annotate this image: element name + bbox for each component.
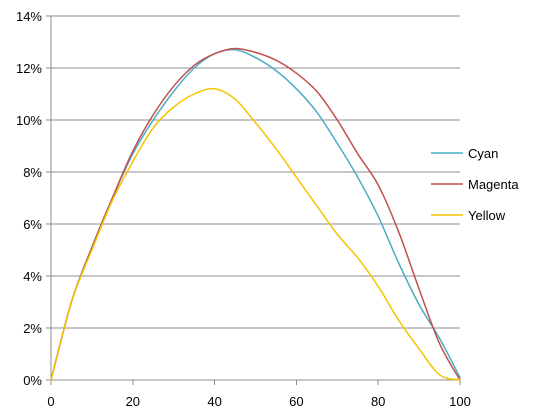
x-tick-label-60: 60	[289, 394, 303, 409]
y-tick-label-14: 14%	[16, 9, 42, 24]
y-tick-label-0: 0%	[23, 373, 42, 388]
x-tick-label-40: 40	[207, 394, 221, 409]
series-line-magenta	[50, 47, 461, 381]
y-tick-label-12: 12%	[16, 61, 42, 76]
legend-item-magenta: Magenta	[431, 177, 519, 192]
y-tick-label-10: 10%	[16, 113, 42, 128]
series-lines	[50, 47, 461, 381]
legend-label-cyan: Cyan	[468, 146, 498, 161]
tick-labels: 0% 2% 4% 6% 8% 10% 12% 14% 0 20 40 60 80 100	[16, 9, 471, 409]
y-tick-label-8: 8%	[23, 165, 42, 180]
x-tick-label-100: 100	[449, 394, 471, 409]
x-tick-label-80: 80	[371, 394, 385, 409]
series-line-cyan	[50, 48, 461, 381]
y-tick-label-6: 6%	[23, 217, 42, 232]
legend-label-yellow: Yellow	[468, 208, 506, 223]
y-tick-label-2: 2%	[23, 321, 42, 336]
series-line-yellow	[50, 87, 461, 381]
axes	[46, 15, 461, 385]
x-tick-label-20: 20	[126, 394, 140, 409]
gridlines	[51, 15, 460, 329]
legend-label-magenta: Magenta	[468, 177, 519, 192]
y-tick-label-4: 4%	[23, 269, 42, 284]
x-tick-label-0: 0	[47, 394, 54, 409]
legend: Cyan Magenta Yellow	[431, 146, 519, 223]
legend-item-yellow: Yellow	[431, 208, 506, 223]
legend-item-cyan: Cyan	[431, 146, 498, 161]
